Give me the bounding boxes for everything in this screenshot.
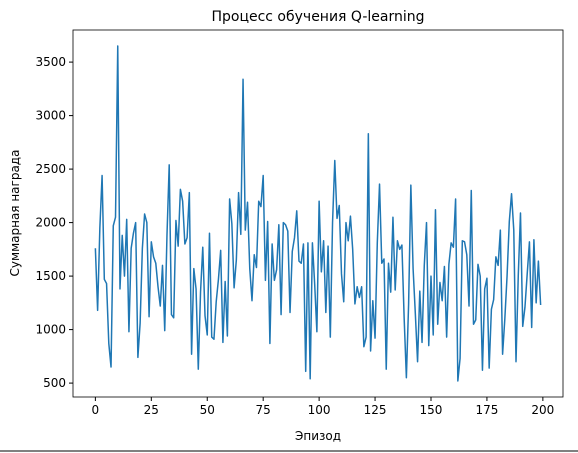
- y-tick-label: 3500: [35, 55, 66, 69]
- x-tick-label: 75: [256, 403, 271, 417]
- y-tick-label: 500: [43, 376, 66, 390]
- plot-frame: [72, 29, 564, 398]
- y-tick-label: 2500: [35, 162, 66, 176]
- data-line: [94, 45, 542, 382]
- x-tick-label: 50: [200, 403, 215, 417]
- x-tick-label: 200: [531, 403, 554, 417]
- y-tick-label: 3000: [35, 109, 66, 123]
- x-tick-label: 100: [308, 403, 331, 417]
- y-tick-label: 2000: [35, 216, 66, 230]
- x-tick-label: 125: [364, 403, 387, 417]
- y-tick-label: 1000: [35, 323, 66, 337]
- chart-title: Процесс обучения Q-learning: [211, 9, 424, 25]
- x-tick-label: 175: [475, 403, 498, 417]
- x-axis-label: Эпизод: [295, 429, 341, 443]
- x-tick-label: 25: [144, 403, 159, 417]
- x-tick-label: 0: [92, 403, 100, 417]
- x-tick-label: 150: [420, 403, 443, 417]
- y-tick-label: 1500: [35, 269, 66, 283]
- y-axis-label: Суммарная награда: [8, 150, 22, 277]
